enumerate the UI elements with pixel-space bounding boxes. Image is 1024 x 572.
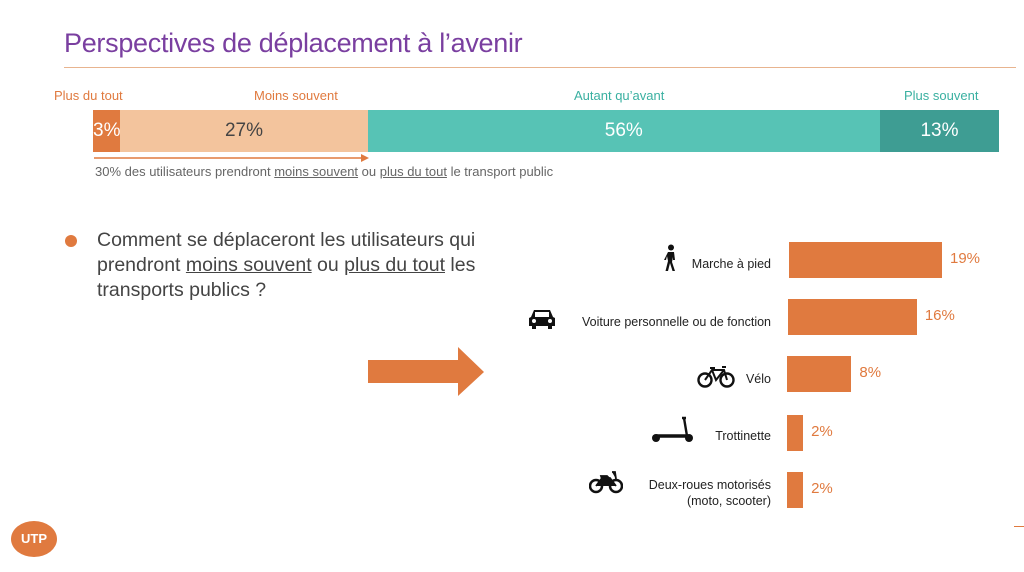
category-label: Voiture personnelle ou de fonction (582, 314, 771, 330)
category-label-line: Vélo (745, 372, 771, 386)
segment-label: Plus souvent (904, 88, 979, 103)
title-divider (64, 67, 1016, 68)
bar-value-label: 16% (924, 307, 955, 324)
category-label-line: (moto, scooter) (686, 494, 771, 508)
bar (787, 472, 804, 508)
bicycle-icon (697, 366, 735, 393)
scooter-icon (650, 416, 696, 449)
stacked-bar-segment: 3% (93, 110, 120, 152)
category-label: Marche à pied (692, 256, 771, 272)
category-label: Trottinette (715, 428, 771, 444)
bar-value-label: 2% (811, 423, 833, 440)
bar-value-label: 19% (950, 250, 981, 267)
walking-person-icon (661, 244, 681, 277)
segment-value: 56% (604, 120, 643, 141)
stacked-bar-segment: 13% (880, 110, 999, 152)
question-text: Comment se déplaceront les utilisateurs … (97, 229, 476, 301)
page-title: Perspectives de déplacement à l’avenir (64, 28, 523, 58)
bar (787, 356, 852, 392)
segment-label: Autant qu’avant (574, 88, 665, 103)
motorcycle-icon (588, 470, 624, 499)
stacked-bar-segment: 56% (367, 110, 881, 152)
category-label-line: Trottinette (715, 429, 771, 443)
category-label-line: Voiture personnelle ou de fonction (581, 315, 771, 329)
corner-mark (1014, 526, 1024, 527)
bullet-icon (65, 235, 77, 247)
bar (788, 299, 917, 335)
bar (789, 242, 942, 278)
big-arrow-icon (368, 347, 484, 396)
bar-value-label: 8% (859, 364, 882, 381)
stacked-bar-segment: 27% (120, 110, 368, 152)
stacked-bar-note: 30% des utilisateurs prendront moins sou… (95, 164, 554, 179)
utp-logo: UTP (11, 521, 57, 557)
bar (787, 415, 804, 451)
category-label-line: Deux-roues motorisés (648, 478, 771, 492)
segment-value: 13% (920, 120, 959, 141)
car-icon (527, 308, 557, 335)
note-arrow-icon (94, 154, 369, 162)
segment-label: Moins souvent (254, 88, 338, 103)
category-label-line: Marche à pied (691, 257, 771, 271)
segment-value: 3% (93, 120, 121, 141)
segment-label: Plus du tout (54, 88, 123, 103)
segment-value: 27% (224, 120, 263, 141)
category-label: Deux-roues motorisés (moto, scooter) (649, 477, 771, 509)
bar-value-label: 2% (811, 480, 833, 497)
stacked-bar: 3% 27% 56% 13% (93, 110, 999, 152)
svg-text:UTP: UTP (21, 531, 47, 546)
category-label: Vélo (746, 371, 771, 387)
